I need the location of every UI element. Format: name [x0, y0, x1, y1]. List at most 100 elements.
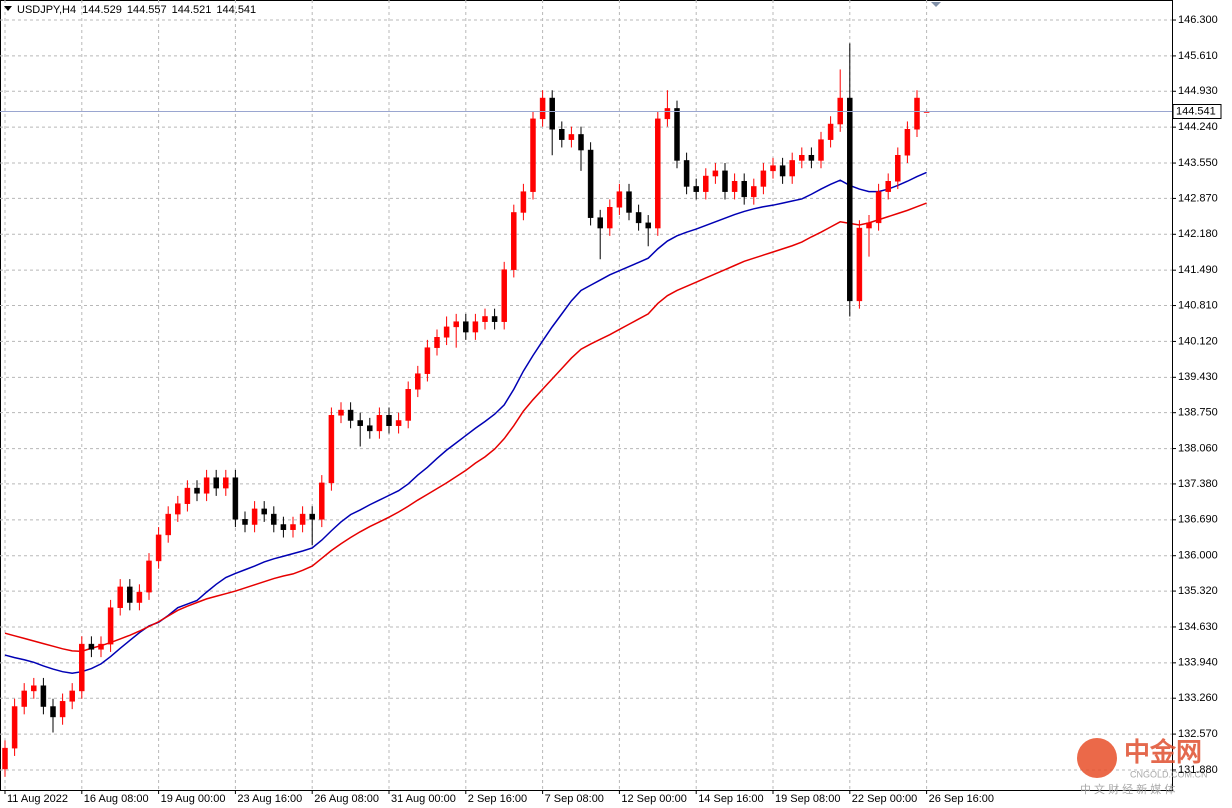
candle-body: [127, 586, 133, 603]
price-label-box: [1172, 104, 1222, 120]
watermark-slogan: 中 文 财 经 新 媒 体: [1080, 782, 1175, 796]
candle-body: [559, 128, 565, 140]
candle-body: [674, 108, 680, 161]
candle-body: [175, 503, 181, 515]
candle-body: [434, 337, 440, 348]
candle-body: [69, 690, 75, 702]
candle-body: [107, 607, 114, 645]
candle-body: [88, 643, 95, 650]
x-tick-label: 16 Aug 08:00: [84, 793, 149, 805]
candle-body: [386, 415, 392, 426]
candle-body: [655, 118, 661, 229]
y-tick-label: 135.320: [1178, 585, 1218, 597]
candle-body: [194, 487, 200, 494]
candle-body: [2, 747, 8, 770]
candle-body: [21, 690, 27, 707]
candle-body: [722, 170, 728, 192]
x-tick-label: 31 Aug 00:00: [391, 793, 456, 805]
candle-body: [664, 108, 671, 120]
watermark-logo-mark: [1077, 738, 1117, 778]
candle-body: [280, 524, 287, 530]
x-tick-label: 2 Sep 16:00: [468, 793, 527, 805]
x-tick-label: 22 Sep 00:00: [852, 793, 917, 805]
candle-body: [885, 180, 891, 192]
candle-body: [530, 118, 536, 192]
candle-body: [79, 643, 85, 692]
candle-body: [443, 326, 450, 338]
x-tick-label: 19 Aug 00:00: [161, 793, 226, 805]
candle-body: [520, 191, 527, 213]
y-tick-label: 139.430: [1178, 371, 1218, 383]
x-tick-label: 12 Sep 00:00: [621, 793, 686, 805]
candle-body: [146, 560, 152, 593]
candle-body: [155, 534, 162, 562]
candle-body: [731, 180, 738, 192]
candle-body: [405, 389, 411, 421]
candle-body: [11, 706, 18, 749]
y-tick-label: 142.180: [1178, 228, 1218, 240]
quote-high: 144.557: [127, 4, 167, 16]
candle-body: [251, 508, 258, 525]
candle-body: [635, 212, 642, 224]
candle-body: [367, 425, 373, 432]
candle-body: [395, 420, 402, 426]
candle-body: [299, 513, 306, 525]
candle-body: [117, 586, 123, 608]
watermark: 中金网 CNGOLD.COM.CN 中 文 财 经 新 媒 体: [1077, 737, 1208, 796]
y-tick-label: 138.750: [1178, 407, 1218, 419]
y-tick-label: 144.930: [1178, 85, 1218, 97]
x-tick-label: 7 Sep 08:00: [545, 793, 604, 805]
plot: [0, 43, 1172, 777]
candle-body: [789, 160, 795, 177]
moving-average: [4, 202, 927, 653]
candle-body: [511, 212, 517, 270]
candle-body: [491, 316, 498, 322]
x-tick-label: 26 Sep 16:00: [929, 793, 994, 805]
candle-body: [338, 409, 344, 416]
y-tick-label: 145.610: [1178, 50, 1218, 62]
candle-body: [827, 123, 834, 140]
candle-body: [914, 97, 920, 130]
candle-body: [40, 685, 47, 707]
quote-low: 144.521: [172, 4, 212, 16]
x-tick-label: 26 Aug 08:00: [314, 793, 379, 805]
candle-body: [866, 222, 872, 229]
candle-body: [290, 524, 296, 530]
candle-body: [415, 373, 421, 390]
candle-body: [616, 191, 623, 208]
y-tick-label: 132.570: [1178, 728, 1218, 740]
shift-marker: [931, 2, 941, 7]
candle-body: [463, 321, 469, 333]
candle-body: [59, 701, 66, 718]
candle-body: [319, 482, 325, 520]
candle-body: [799, 154, 805, 161]
y-tick-label: 144.240: [1178, 121, 1218, 133]
x-tick-label: 19 Sep 08:00: [775, 793, 840, 805]
symbol: USDJPY,H4: [17, 4, 76, 16]
y-tick-label: 142.870: [1178, 192, 1218, 204]
y-tick-label: 134.630: [1178, 621, 1218, 633]
candle-body: [98, 643, 104, 650]
y-tick-label: 133.940: [1178, 657, 1218, 669]
candle-body: [136, 591, 143, 603]
y-tick-label: 131.880: [1178, 764, 1218, 776]
x-tick-label: 11 Aug 2022: [7, 793, 68, 805]
quote-close: 144.541: [216, 4, 256, 16]
candle-body: [165, 513, 171, 536]
y-tick-label: 136.690: [1178, 514, 1218, 526]
y-tick-label: 133.260: [1178, 692, 1218, 704]
candle-body: [501, 269, 507, 322]
y-tick-label: 143.550: [1178, 157, 1218, 169]
candle-body: [703, 175, 709, 192]
collapse-icon[interactable]: [4, 6, 12, 11]
y-tick-label: 140.810: [1178, 299, 1218, 311]
candle-body: [818, 139, 824, 161]
y-tick-label: 137.380: [1178, 478, 1218, 490]
candle-body: [904, 128, 911, 156]
candle-body: [549, 97, 555, 130]
watermark-site: CNGOLD.COM.CN: [1130, 769, 1208, 779]
candle-body: [424, 347, 431, 374]
candle-body: [232, 477, 239, 520]
candle-body: [568, 134, 575, 140]
